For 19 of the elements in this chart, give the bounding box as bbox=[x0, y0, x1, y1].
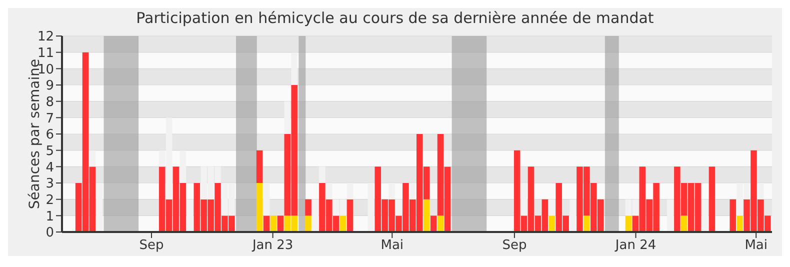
y-tick-label: 2 bbox=[46, 192, 54, 208]
y-tick-label: 9 bbox=[46, 78, 54, 94]
x-tick-label: Sep bbox=[139, 238, 164, 254]
x-tick-label: Mai bbox=[380, 238, 404, 254]
y-tick-label: 6 bbox=[46, 128, 54, 143]
x-tick-label: Jan 24 bbox=[614, 238, 656, 254]
y-tick-label: 8 bbox=[46, 94, 54, 110]
chart-title: Participation en hémicycle au cours de sa dernière année de mandat bbox=[135, 8, 655, 28]
y-tick-label: 5 bbox=[46, 144, 54, 159]
y-tick-label: 3 bbox=[46, 176, 54, 192]
x-tick-label: Sep bbox=[502, 238, 527, 254]
y-tick-label: 1 bbox=[46, 209, 54, 224]
y-tick-label: 7 bbox=[46, 111, 54, 126]
y-tick-label: 4 bbox=[46, 160, 54, 176]
x-tick-label: Jan 23 bbox=[251, 238, 294, 254]
y-tick-label: 11 bbox=[37, 46, 54, 61]
x-tick-label: Mai bbox=[744, 238, 768, 254]
y-tick-label: 12 bbox=[37, 30, 54, 45]
y-tick-label: 0 bbox=[46, 226, 54, 241]
